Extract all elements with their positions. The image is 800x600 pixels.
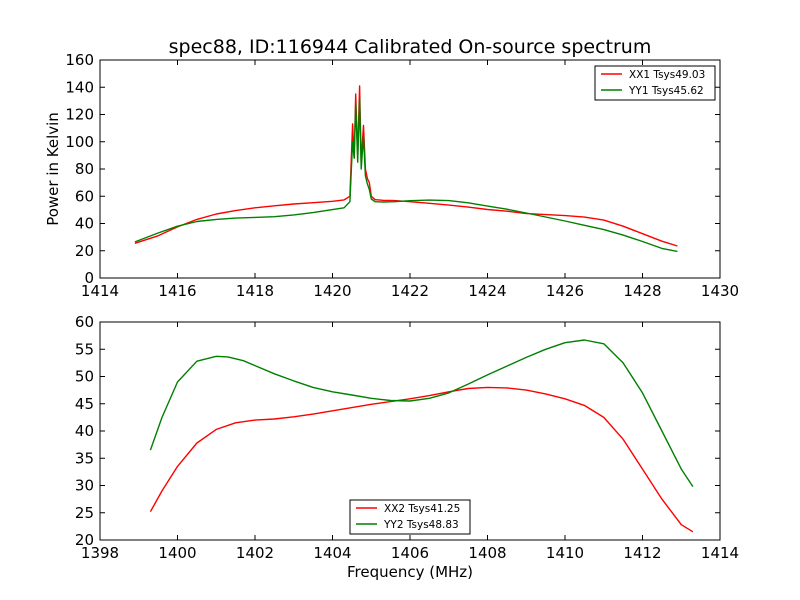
bottom-y-tick-label: 45 (75, 395, 94, 413)
bottom-legend-label-yy2: YY2 Tsys48.83 (383, 519, 459, 531)
top-x-tick-label: 1426 (546, 282, 584, 300)
top-y-tick-label: 0 (84, 269, 94, 287)
bottom-y-tick-label: 30 (75, 477, 94, 495)
top-x-tick-label: 1416 (158, 282, 196, 300)
bottom-series-xx2 (149, 386, 694, 533)
bottom-plot-legend-box (349, 499, 471, 535)
top-legend-label-yy1: YY1 Tsys45.62 (628, 85, 704, 97)
top-y-tick-label: 100 (65, 133, 94, 151)
bottom-y-tick-label: 25 (75, 504, 94, 522)
top-y-tick-label: 140 (65, 78, 94, 96)
top-x-tick-label: 1414 (81, 282, 119, 300)
top-y-tick-label: 80 (75, 160, 94, 178)
bottom-y-tick-label: 60 (75, 313, 94, 331)
top-y-tick-label: 40 (75, 215, 94, 233)
top-series-yy1 (134, 97, 678, 253)
bottom-x-tick-label: 1408 (468, 544, 506, 562)
bottom-plot-series (149, 339, 694, 533)
bottom-plot-legend: XX2 Tsys41.25 YY2 Tsys48.83 (349, 499, 471, 535)
top-x-tick-label: 1424 (468, 282, 506, 300)
bottom-x-tick-label: 1400 (158, 544, 196, 562)
top-x-tick-label: 1422 (391, 282, 429, 300)
bottom-plot-x-axis-label: Frequency (MHz) (347, 563, 473, 581)
top-series-xx1 (134, 85, 678, 247)
bottom-series-yy2 (149, 339, 694, 487)
bottom-x-tick-label: 1406 (391, 544, 429, 562)
top-y-tick-label: 20 (75, 242, 94, 260)
bottom-plot: 1398 1400 1402 1404 1406 1408 1410 1412 1414 20 25… (75, 313, 739, 581)
top-plot-series (134, 85, 678, 253)
top-y-tick-label: 60 (75, 187, 94, 205)
top-y-tick-label: 120 (65, 106, 94, 124)
top-y-tick-label: 160 (65, 51, 94, 69)
bottom-x-tick-label: 1398 (81, 544, 119, 562)
top-plot-legend: XX1 Tsys49.03 YY1 Tsys45.62 (594, 65, 716, 101)
top-x-tick-label: 1418 (236, 282, 274, 300)
bottom-y-tick-label: 40 (75, 422, 94, 440)
top-plot-y-axis-label: Power in Kelvin (44, 112, 62, 226)
bottom-y-tick-label: 55 (75, 340, 94, 358)
top-plot: 1414 1416 1418 1420 1422 1424 1426 1428 1430 0 20 4… (44, 51, 739, 300)
bottom-legend-label-xx2: XX2 Tsys41.25 (384, 503, 460, 515)
bottom-y-tick-label: 50 (75, 368, 94, 386)
top-plot-legend-box (594, 65, 716, 101)
chart-title: spec88, ID:116944 Calibrated On-source s… (169, 36, 652, 58)
top-x-tick-label: 1430 (701, 282, 739, 300)
bottom-x-tick-label: 1410 (546, 544, 584, 562)
bottom-x-tick-label: 1402 (236, 544, 274, 562)
bottom-y-tick-label: 20 (75, 531, 94, 549)
top-plot-ticks: 1414 1416 1418 1420 1422 1424 1426 1428 1430 0 20 4… (65, 51, 739, 300)
bottom-x-tick-label: 1404 (313, 544, 351, 562)
top-x-tick-label: 1420 (313, 282, 351, 300)
top-legend-label-xx1: XX1 Tsys49.03 (629, 69, 705, 81)
top-x-tick-label: 1428 (623, 282, 661, 300)
bottom-x-tick-label: 1412 (623, 544, 661, 562)
bottom-y-tick-label: 35 (75, 449, 94, 467)
bottom-x-tick-label: 1414 (701, 544, 739, 562)
bottom-plot-ticks: 1398 1400 1402 1404 1406 1408 1410 1412 1414 20 25… (75, 313, 739, 562)
